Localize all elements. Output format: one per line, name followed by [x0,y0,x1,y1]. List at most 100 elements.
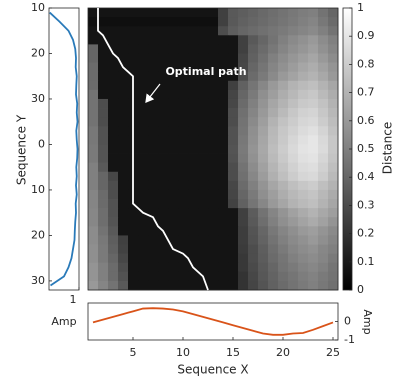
heatmap-cell [138,162,149,173]
heatmap-cell [248,89,259,100]
heatmap-cell [148,189,159,200]
heatmap-cell [248,126,259,136]
heatmap-cell [118,80,129,91]
heatmap-cell [218,271,229,282]
heatmap-cell [218,189,229,200]
heatmap-cell [158,117,169,127]
heatmap-cell [178,17,189,27]
heatmap-cell [288,135,299,145]
heatmap-cell [258,98,269,109]
heatmap-cell [208,98,219,109]
heatmap-cell [218,217,229,227]
heatmap-cell [228,162,239,173]
heatmap-cell [268,98,279,109]
heatmap-cell [278,226,289,236]
heatmap-cell [228,253,239,264]
heatmap-cell [268,217,279,227]
heatmap-cell [288,89,299,100]
heatmap-cell [278,144,289,154]
heatmap-cell [228,8,239,18]
heatmap-cell [138,144,149,154]
heatmap-cell [128,271,139,282]
heatmap-cell [158,44,169,54]
y-tick-label: 0 [38,137,45,150]
heatmap-cell [168,117,179,127]
heatmap-cell [248,8,259,18]
heatmap-cell [328,162,339,173]
heatmap-cell [318,189,329,200]
heatmap-cell [328,62,339,73]
heatmap-cell [128,53,139,63]
heatmap-cell [168,80,179,91]
heatmap-cell [228,180,239,191]
heatmap-cell [278,153,289,164]
heatmap-cell [158,17,169,27]
heatmap-cell [298,80,309,91]
heatmap-cell [268,271,279,282]
y-tick-label: 30 [31,92,45,105]
heatmap-cell [218,117,229,127]
heatmap-cell [148,153,159,164]
heatmap-cell [188,8,199,18]
heatmap-cell [268,117,279,127]
y-tick-label: 10 [31,1,45,14]
heatmap-cell [88,180,99,191]
heatmap-cell [188,244,199,255]
heatmap-cell [228,226,239,236]
heatmap-cell [118,162,129,173]
heatmap-cell [248,71,259,82]
heatmap-cell [228,244,239,255]
heatmap-cell [328,53,339,63]
heatmap-cell [178,262,189,273]
heatmap-cell [168,26,179,36]
heatmap-cell [168,98,179,109]
heatmap-cell [178,80,189,91]
heatmap-cell [268,126,279,136]
heatmap-cell [248,162,259,173]
heatmap-cell [168,135,179,145]
heatmap-cell [208,44,219,54]
heatmap-cell [278,44,289,54]
heatmap-cell [218,208,229,218]
heatmap-cell [88,117,99,127]
heatmap-cell [138,62,149,73]
heatmap-cell [328,89,339,100]
heatmap-cell [218,44,229,54]
heatmap-cell [148,17,159,27]
heatmap-cell [268,44,279,54]
heatmap-cell [118,235,129,245]
heatmap-cell [138,189,149,200]
heatmap-cell [208,80,219,91]
heatmap-cell [278,71,289,82]
heatmap-cell [118,89,129,100]
colorbar-tick-label: 0.9 [357,29,375,42]
heatmap-cell [298,71,309,82]
x-tick-label: 10 [176,346,190,359]
heatmap-cell [148,280,159,291]
heatmap-cell [308,180,319,191]
heatmap-cell [248,144,259,154]
heatmap-cell [148,80,159,91]
heatmap-cell [168,262,179,273]
colorbar-tick-label: 1 [357,1,364,14]
heatmap-cell [98,135,109,145]
heatmap-cell [268,89,279,100]
heatmap-cell [198,108,209,118]
heatmap-cell [128,235,139,245]
heatmap-cell [298,17,309,27]
x-tick-label: 25 [326,346,340,359]
heatmap-cell [208,117,219,127]
heatmap-cell [278,135,289,145]
heatmap-cell [268,80,279,91]
heatmap-cell [298,262,309,273]
heatmap-cell [218,126,229,136]
heatmap-cell [178,235,189,245]
heatmap-cell [168,44,179,54]
heatmap-cell [108,35,119,45]
heatmap-cell [98,80,109,91]
heatmap-cell [138,108,149,118]
heatmap-cell [178,280,189,291]
heatmap-cell [138,280,149,291]
heatmap-cell [328,71,339,82]
